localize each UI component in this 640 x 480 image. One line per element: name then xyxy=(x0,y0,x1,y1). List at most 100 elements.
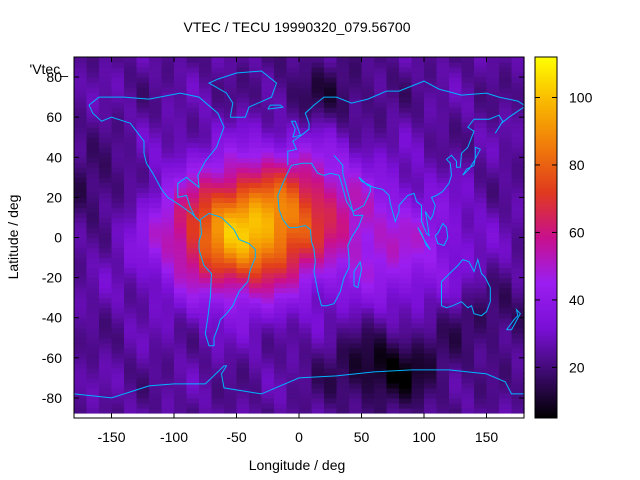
heatmap-cell xyxy=(399,332,413,339)
heatmap-cell xyxy=(86,172,100,178)
heatmap-cell xyxy=(124,117,138,123)
heatmap-cell xyxy=(286,297,300,304)
heatmap-cell xyxy=(136,267,150,274)
heatmap-cell xyxy=(211,217,225,224)
heatmap-cell xyxy=(74,222,88,229)
heatmap-cell xyxy=(274,307,288,314)
heatmap-cell xyxy=(424,377,438,384)
heatmap-cell xyxy=(99,282,113,289)
heatmap-cell xyxy=(424,252,438,259)
heatmap-cell xyxy=(374,367,388,374)
heatmap-cell xyxy=(311,137,325,143)
heatmap-cell xyxy=(361,337,375,344)
heatmap-cell xyxy=(161,227,175,234)
heatmap-cell xyxy=(86,287,100,294)
heatmap-cell xyxy=(249,167,263,173)
heatmap-cell xyxy=(224,237,238,244)
heatmap-cell xyxy=(136,347,150,354)
heatmap-cell xyxy=(236,147,250,153)
heatmap-cell xyxy=(224,217,238,224)
heatmap-cell xyxy=(149,327,163,334)
heatmap-cell xyxy=(224,352,238,359)
heatmap-cell xyxy=(124,152,138,158)
heatmap-cell xyxy=(424,167,438,173)
heatmap-cell xyxy=(411,367,425,374)
heatmap-cell xyxy=(136,212,150,219)
heatmap-cell xyxy=(211,347,225,354)
heatmap-cell xyxy=(249,367,263,374)
colorbar-tick-label: 100 xyxy=(569,89,593,105)
heatmap-cell xyxy=(236,222,250,229)
heatmap-cell xyxy=(211,332,225,339)
heatmap-cell xyxy=(474,307,488,314)
heatmap-cell xyxy=(424,142,438,148)
coastline xyxy=(462,146,482,176)
heatmap-cell xyxy=(424,127,438,133)
heatmap-cell xyxy=(286,407,300,414)
heatmap-cell xyxy=(161,392,175,399)
heatmap-cell xyxy=(74,337,88,344)
heatmap-cell xyxy=(149,222,163,229)
heatmap-cell xyxy=(111,152,125,158)
heatmap-cell xyxy=(236,362,250,369)
heatmap-cell xyxy=(174,252,188,259)
heatmap-cell xyxy=(361,207,375,214)
heatmap-cell xyxy=(336,87,350,93)
heatmap-cell xyxy=(449,402,463,409)
heatmap-cell xyxy=(474,147,488,153)
coastline xyxy=(506,308,521,331)
heatmap-cell xyxy=(136,327,150,334)
heatmap-cell xyxy=(299,267,313,274)
heatmap-cell xyxy=(261,187,275,193)
heatmap-cell xyxy=(174,352,188,359)
heatmap-cell xyxy=(349,202,363,209)
heatmap-cell xyxy=(486,207,500,214)
heatmap-cell xyxy=(399,392,413,399)
heatmap-cell xyxy=(111,352,125,359)
heatmap-cell xyxy=(349,117,363,123)
heatmap-cell xyxy=(399,142,413,148)
heatmap-cell xyxy=(136,322,150,329)
heatmap-cell xyxy=(211,257,225,264)
heatmap-cell xyxy=(436,302,450,309)
heatmap-cell xyxy=(99,382,113,389)
heatmap-cell xyxy=(199,97,213,103)
heatmap-cell xyxy=(286,97,300,103)
coastline xyxy=(434,222,449,247)
heatmap-cell xyxy=(474,322,488,329)
heatmap-cell xyxy=(274,342,288,349)
heatmap-cell xyxy=(149,72,163,78)
heatmap-cell xyxy=(386,77,400,83)
heatmap-cell xyxy=(249,207,263,214)
heatmap-cell xyxy=(124,247,138,254)
heatmap-cell xyxy=(111,157,125,163)
heatmap-cell xyxy=(336,382,350,389)
heatmap-cell xyxy=(249,182,263,188)
heatmap-cell xyxy=(461,367,475,374)
heatmap-cell xyxy=(186,97,200,103)
heatmap-cell xyxy=(261,207,275,214)
heatmap-cell xyxy=(261,252,275,259)
heatmap-cell xyxy=(461,107,475,113)
heatmap-cell xyxy=(274,392,288,399)
heatmap-cell xyxy=(499,232,513,239)
heatmap-cell xyxy=(424,347,438,354)
heatmap-cell xyxy=(249,192,263,198)
heatmap-cell xyxy=(361,342,375,349)
heatmap-cell xyxy=(424,382,438,389)
heatmap-cell xyxy=(136,302,150,309)
heatmap-cell xyxy=(224,347,238,354)
heatmap-cell xyxy=(461,152,475,158)
y-tick-label: -20 xyxy=(42,270,62,286)
heatmap-cell xyxy=(261,167,275,173)
heatmap-cell xyxy=(311,142,325,148)
y-tick-label: 80 xyxy=(46,69,62,85)
heatmap-cell xyxy=(99,347,113,354)
heatmap-cell xyxy=(186,132,200,138)
heatmap-cell xyxy=(174,177,188,183)
heatmap-cell xyxy=(111,302,125,309)
heatmap-cell xyxy=(136,217,150,224)
heatmap-cell xyxy=(299,182,313,188)
heatmap-cell xyxy=(174,117,188,123)
heatmap-cell xyxy=(386,387,400,394)
